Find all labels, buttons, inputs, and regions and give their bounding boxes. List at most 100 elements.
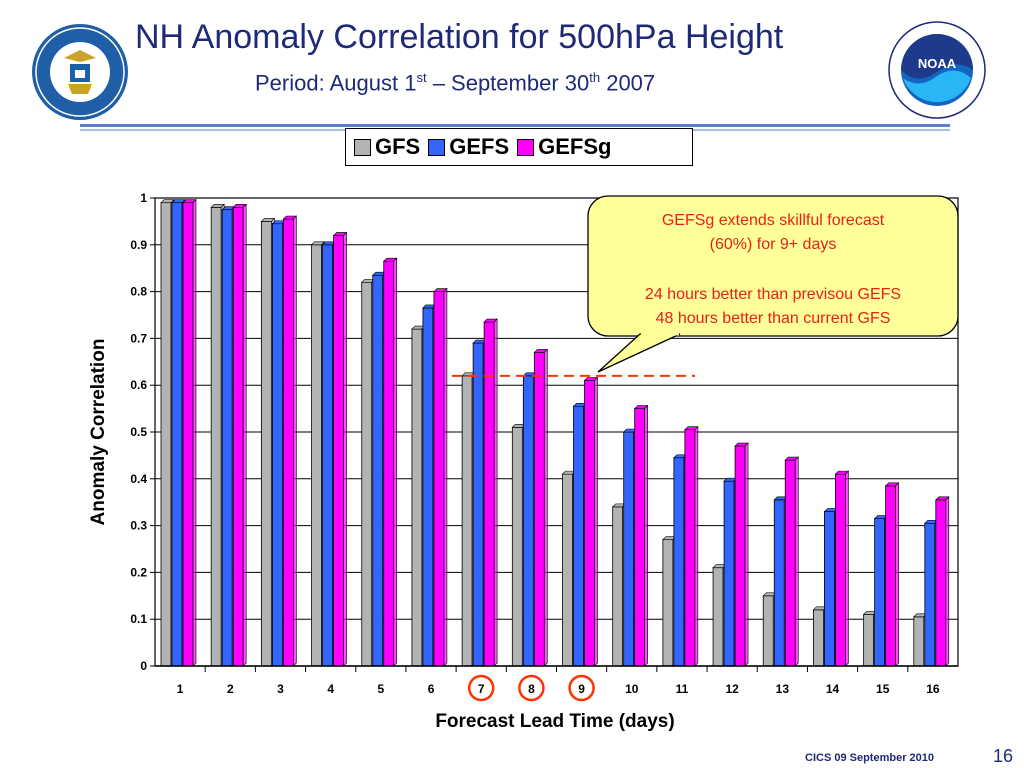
bar-front: [210, 206, 222, 667]
x-tick-label-15: 15: [876, 682, 890, 696]
bar-front: [221, 209, 233, 667]
bar-front: [913, 616, 925, 667]
subtitle-middle: – September 30: [426, 70, 590, 96]
callout-line-2: (60%) for 9+ days: [710, 236, 837, 253]
y-tick-labels: 0 0.1 0.2 0.3 0.4 0.5 0.6 0.7 0.8 0.9 1: [130, 191, 147, 673]
x-tick-label-11: 11: [676, 682, 689, 696]
bar-gefsg-day-3: [282, 215, 298, 667]
y-tick-label: 0.6: [130, 378, 147, 392]
subtitle-prefix: Period: August 1: [255, 70, 417, 96]
legend-swatch-gfs: [354, 138, 371, 156]
highlight-circle-day-7: [467, 674, 495, 702]
x-tick-label-8: 8: [528, 682, 535, 696]
y-axis-label: Anomaly Correlation: [88, 339, 109, 526]
bar-side: [794, 456, 799, 667]
bar-front: [623, 431, 635, 667]
bar-front: [762, 595, 774, 667]
bar-front: [723, 480, 735, 667]
bar-gefsg-day-16: [935, 496, 950, 667]
x-tick-label-5: 5: [378, 682, 385, 696]
bar-gefsg-day-6: [433, 287, 448, 667]
subtitle-sup-th: th: [589, 70, 601, 85]
bar-front: [935, 499, 947, 667]
bar-front: [160, 202, 172, 667]
callout-pointer: [597, 333, 681, 373]
bar-side: [393, 257, 398, 667]
y-tick-label: 0.4: [130, 472, 147, 486]
bar-front: [182, 202, 194, 667]
bar-side: [544, 348, 548, 667]
bar-side: [493, 318, 498, 667]
y-tick-label: 0.9: [130, 238, 147, 252]
bar-side: [242, 203, 247, 667]
legend-item-gfs: GFS: [354, 134, 420, 160]
x-tick-label-2: 2: [227, 682, 234, 696]
x-axis-label: Forecast Lead Time (days): [435, 711, 674, 732]
bar-front: [411, 328, 423, 667]
chart-legend: GFS GEFS GEFSg: [345, 128, 693, 166]
x-tick-label-10: 10: [625, 682, 639, 696]
legend-swatch-gefsg: [517, 138, 535, 156]
bar-front: [333, 235, 344, 667]
highlight-circles: [467, 674, 595, 702]
bar-front: [372, 274, 384, 667]
bar-front: [835, 473, 846, 667]
y-tick-label: 0: [140, 659, 147, 673]
legend-label-gefs: GEFS: [449, 134, 510, 159]
bar-gefsg-day-5: [383, 257, 398, 667]
bar-side: [192, 198, 197, 667]
page-title: NH Anomaly Correlation for 500hPa Height: [135, 18, 784, 56]
subtitle-suffix: 2007: [600, 70, 656, 96]
bar-front: [271, 223, 283, 667]
bar-marks: [160, 198, 950, 667]
callout-line-1: GEFSg extends skillful forecast: [662, 212, 885, 229]
highlight-circle-day-9: [568, 674, 595, 702]
bar-front: [422, 307, 434, 667]
callout-line-3: 24 hours better than previsou GEFS: [645, 286, 901, 303]
bar-front: [533, 352, 545, 667]
bar-front: [573, 405, 584, 667]
bar-gefsg-day-14: [834, 470, 850, 667]
x-tick-label-4: 4: [327, 682, 334, 696]
bar-side: [293, 215, 297, 667]
department-of-commerce-seal-icon: [32, 24, 128, 120]
y-tick-label: 0.5: [130, 425, 147, 439]
bar-front: [813, 609, 824, 667]
callout: GEFSg extends skillful forecast (60%) fo…: [587, 195, 959, 373]
x-tick-label-3: 3: [277, 682, 284, 696]
bar-front: [584, 380, 595, 667]
bar-side: [594, 376, 598, 667]
bar-front: [322, 244, 333, 667]
x-tick-label-12: 12: [725, 682, 739, 696]
bar-front: [662, 539, 674, 667]
legend-label-gfs: GFS: [375, 134, 421, 159]
callout-line-4: 48 hours better than current GFS: [656, 310, 891, 327]
bar-gefsg-day-9: [583, 376, 599, 667]
y-tick-label: 0.7: [130, 331, 147, 345]
x-tick-label-13: 13: [776, 682, 790, 696]
bar-front: [863, 614, 875, 667]
bar-gefsg-day-11: [684, 425, 699, 667]
page-number: 16: [993, 746, 1014, 766]
y-tick-label: 1: [140, 191, 147, 205]
bar-front: [260, 220, 272, 667]
y-tick-label: 0.8: [130, 285, 147, 299]
period-subtitle: Period: August 1st – September 30th 2007: [255, 70, 655, 96]
bar-front: [483, 321, 495, 667]
noaa-logo-text: NOAA: [918, 56, 957, 71]
legend-item-gefs: GEFS: [428, 134, 509, 160]
y-tick-label: 0.2: [130, 565, 147, 579]
bar-side: [644, 404, 648, 667]
bar-front: [874, 518, 886, 667]
bar-side: [945, 496, 950, 667]
x-tick-label-9: 9: [578, 682, 585, 696]
bar-side: [845, 470, 849, 667]
bar-front: [461, 375, 473, 667]
x-tick-label-7: 7: [478, 682, 485, 696]
y-tick-label: 0.3: [130, 519, 147, 533]
bar-front: [684, 429, 696, 667]
x-tick-label-6: 6: [428, 682, 435, 696]
bar-gefsg-day-8: [533, 348, 549, 667]
bar-gefsg-day-1: [182, 198, 197, 667]
